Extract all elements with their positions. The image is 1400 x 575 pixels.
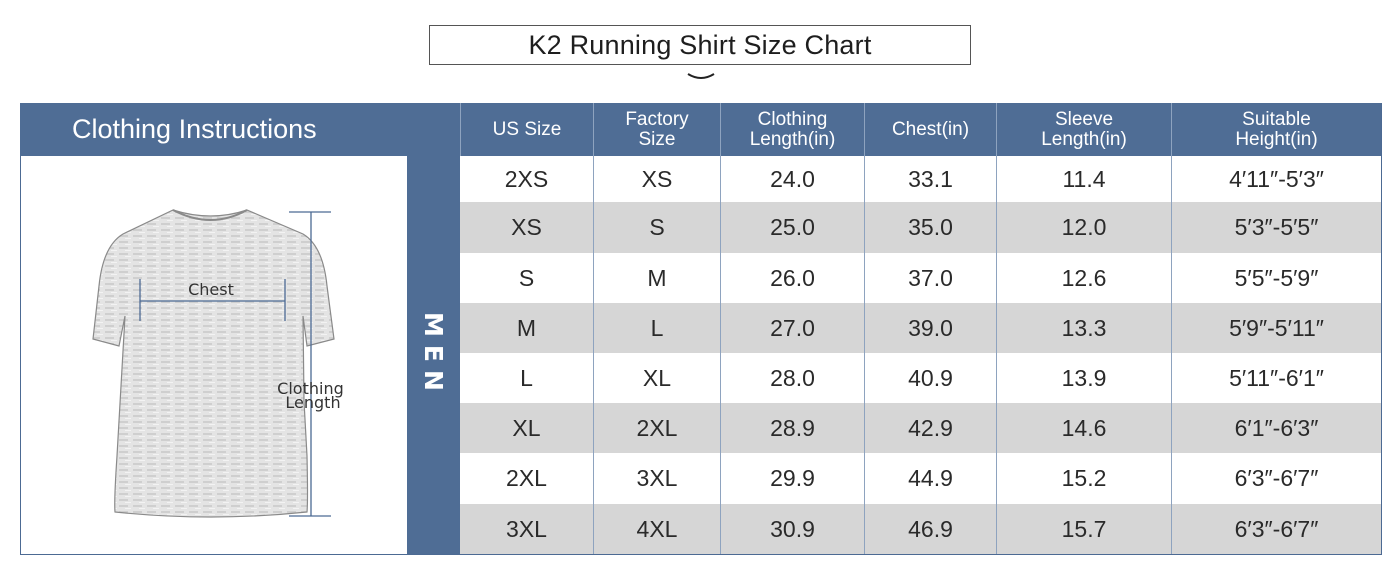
cell-sleeve-length: 15.7: [996, 504, 1171, 554]
cell-us-size: XS: [511, 214, 542, 240]
cell-us-size: 3XL: [506, 515, 547, 542]
cell-us-size: M: [516, 314, 537, 341]
table-row: L XL 28.0 40.9 13.9 5′11″-6′1″: [460, 353, 1381, 403]
cell-factory-size: L: [593, 303, 720, 353]
cell-clothing-length: 28.0: [720, 353, 864, 403]
clothing-instructions-header: Clothing Instructions: [20, 103, 460, 156]
cell-sleeve-length: 13.9: [996, 353, 1171, 403]
cell-factory-size: XS: [593, 156, 720, 202]
cell-chest: 46.9: [864, 504, 996, 554]
cell-chest: 35.0: [864, 202, 996, 253]
cell-factory-size: XL: [593, 353, 720, 403]
cell-clothing-length: 29.9: [720, 453, 864, 504]
cell-suitable-height: 4′11″-5′3″: [1171, 156, 1381, 202]
cell-chest: 42.9: [864, 403, 996, 453]
col-header-sleeve-length: Sleeve Length(in): [996, 103, 1171, 156]
col-header-clothing-length: Clothing Length(in): [720, 103, 864, 156]
cell-chest: 37.0: [864, 253, 996, 303]
cell-suitable-height: 5′11″-6′1″: [1171, 353, 1381, 403]
table-row: 2XS XS 24.0 33.1 11.4 4′11″-5′3″: [460, 156, 1381, 202]
cell-suitable-height: 6′1″-6′3″: [1171, 403, 1381, 453]
cell-chest: 39.0: [864, 303, 996, 353]
cell-chest: 40.9: [864, 353, 996, 403]
cell-us-size: L: [520, 364, 533, 391]
cell-chest: 33.1: [864, 156, 996, 202]
table-row: 2XL 3XL 29.9 44.9 15.2 6′3″-6′7″: [460, 453, 1381, 504]
cell-sleeve-length: 12.0: [996, 202, 1171, 253]
size-chart-title: K2 Running Shirt Size Chart: [429, 25, 971, 65]
table-row: XS S 25.0 35.0 12.0 5′3″-5′5″: [460, 202, 1381, 253]
cell-us-size: 2XS: [504, 165, 549, 192]
cell-suitable-height: 6′3″-6′7″: [1171, 504, 1381, 554]
cell-clothing-length: 25.0: [720, 202, 864, 253]
men-group-label: MEN: [419, 311, 448, 399]
cell-us-size: XL: [512, 414, 541, 441]
cell-clothing-length: 26.0: [720, 253, 864, 303]
cell-sleeve-length: 12.6: [996, 253, 1171, 303]
col-header-factory-size: Factory Size: [593, 103, 720, 156]
cell-factory-size: S: [593, 202, 720, 253]
cell-factory-size: 2XL: [593, 403, 720, 453]
length-measure-label: Clothing Length: [277, 379, 349, 412]
men-group-band: MEN: [407, 156, 460, 554]
cell-clothing-length: 24.0: [720, 156, 864, 202]
shirt-diagram: Chest Clothing Length: [21, 156, 407, 554]
cell-clothing-length: 28.9: [720, 403, 864, 453]
col-header-us-size: US Size: [460, 103, 593, 156]
cell-suitable-height: 5′3″-5′5″: [1171, 202, 1381, 253]
size-table-body: 2XS XS 24.0 33.1 11.4 4′11″-5′3″ XS S 25.0 35.0 12…: [460, 156, 1381, 554]
col-header-chest: Chest(in): [864, 103, 996, 156]
chevron-down-icon: [687, 73, 715, 79]
shirt-illustration: Chest Clothing Length: [92, 209, 349, 518]
cell-sleeve-length: 13.3: [996, 303, 1171, 353]
table-row: S M 26.0 37.0 12.6 5′5″-5′9″: [460, 253, 1381, 303]
cell-us-size: 2XL: [506, 465, 547, 491]
cell-clothing-length: 30.9: [720, 504, 864, 554]
cell-suitable-height: 5′5″-5′9″: [1171, 253, 1381, 303]
cell-suitable-height: 6′3″-6′7″: [1171, 453, 1381, 504]
cell-sleeve-length: 14.6: [996, 403, 1171, 453]
cell-factory-size: M: [593, 253, 720, 303]
cell-chest: 44.9: [864, 453, 996, 504]
cell-clothing-length: 27.0: [720, 303, 864, 353]
col-header-suitable-height: Suitable Height(in): [1171, 103, 1381, 156]
cell-us-size: S: [518, 264, 535, 291]
table-row: 3XL 4XL 30.9 46.9 15.7 6′3″-6′7″: [460, 504, 1381, 554]
cell-factory-size: 4XL: [593, 504, 720, 554]
cell-factory-size: 3XL: [593, 453, 720, 504]
cell-suitable-height: 5′9″-5′11″: [1171, 303, 1381, 353]
chest-measure-label: Chest: [188, 280, 234, 299]
table-row: XL 2XL 28.9 42.9 14.6 6′1″-6′3″: [460, 403, 1381, 453]
cell-sleeve-length: 15.2: [996, 453, 1171, 504]
table-row: M L 27.0 39.0 13.3 5′9″-5′11″: [460, 303, 1381, 353]
cell-sleeve-length: 11.4: [996, 156, 1171, 202]
